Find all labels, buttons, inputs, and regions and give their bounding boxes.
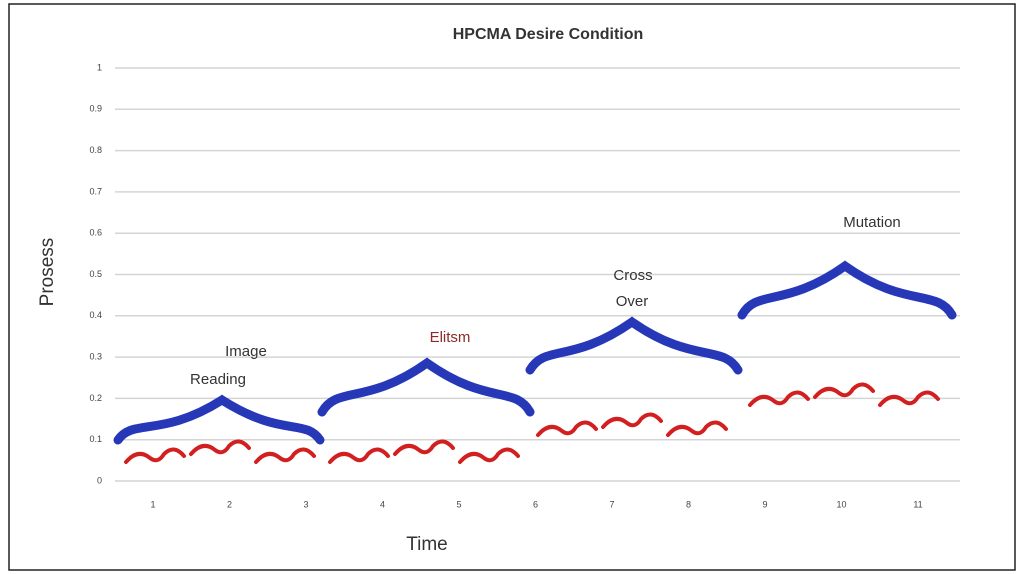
- annotation: Over: [616, 293, 649, 310]
- y-axis-label: Prosess: [37, 238, 58, 307]
- y-tick-label: 1: [97, 62, 102, 72]
- squiggle: [458, 447, 520, 464]
- y-tick-label: 0: [97, 475, 102, 485]
- y-tick-label: 0.7: [89, 186, 102, 196]
- y-tick-label: 0.8: [89, 145, 102, 155]
- x-tick-label: 5: [456, 499, 461, 509]
- frame: [8, 3, 1016, 571]
- y-tick-label: 0.3: [89, 351, 102, 361]
- brace: [317, 357, 535, 417]
- squiggle: [393, 439, 455, 456]
- annotation: Cross: [613, 267, 652, 284]
- annotation: Elitsm: [430, 329, 471, 346]
- x-tick-label: 6: [533, 499, 538, 509]
- y-tick-label: 0.6: [89, 228, 102, 238]
- y-tick-label: 0.9: [89, 104, 102, 114]
- y-tick-label: 0.4: [89, 310, 102, 320]
- squiggle: [328, 447, 390, 464]
- brace: [113, 394, 325, 445]
- y-tick-label: 0.5: [89, 269, 102, 279]
- x-tick-label: 9: [762, 499, 767, 509]
- squiggle: [666, 420, 728, 437]
- chart-title: HPCMA Desire Condition: [453, 26, 644, 43]
- x-tick-label: 10: [836, 499, 846, 509]
- squiggle: [254, 447, 316, 464]
- x-axis-label: Time: [406, 534, 448, 555]
- squiggle: [878, 390, 940, 407]
- x-tick-label: 3: [303, 499, 308, 509]
- annotation: Image: [225, 343, 267, 360]
- squiggle: [189, 439, 251, 456]
- brace: [525, 316, 743, 375]
- x-tick-label: 8: [686, 499, 691, 509]
- y-tick-label: 0.1: [89, 434, 102, 444]
- squiggle: [748, 390, 810, 407]
- x-tick-label: 4: [380, 499, 385, 509]
- squiggle: [536, 420, 598, 437]
- y-tick-label: 0.2: [89, 393, 102, 403]
- x-tick-label: 7: [609, 499, 614, 509]
- x-tick-label: 1: [150, 499, 155, 509]
- annotation: Reading: [190, 371, 246, 388]
- x-tick-label: 2: [227, 499, 232, 509]
- brace: [737, 260, 957, 320]
- squiggle: [813, 382, 875, 399]
- squiggle: [601, 412, 663, 429]
- annotation: Mutation: [843, 214, 901, 231]
- x-tick-label: 11: [913, 499, 922, 509]
- squiggle: [124, 447, 186, 464]
